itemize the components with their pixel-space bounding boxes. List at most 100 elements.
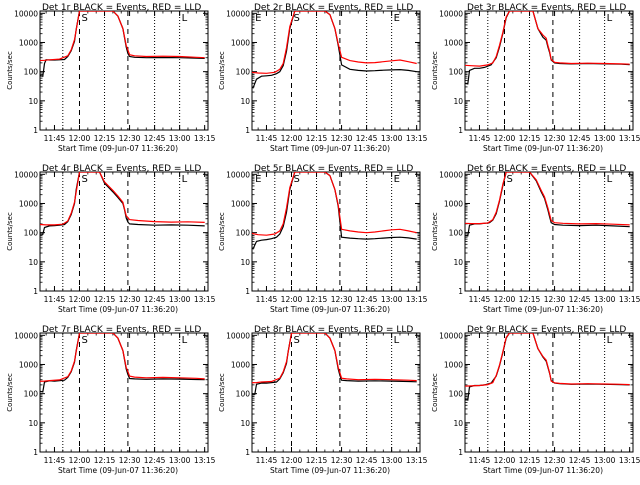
- x-tick-label: 12:45: [569, 456, 591, 465]
- y-tick-label: 1: [458, 287, 463, 296]
- y-tick-label: 10000: [226, 170, 250, 179]
- x-tick-label: 13:00: [169, 295, 191, 304]
- x-tick-label: 13:00: [381, 295, 403, 304]
- y-tick-label: 10: [28, 258, 38, 267]
- marker-letter: S: [293, 13, 299, 24]
- x-tick-label: 13:15: [619, 295, 640, 304]
- detector-chart-6: Det 6r BLACK = Events, RED = LLD Counts/s…: [431, 164, 640, 314]
- marker-letter: E: [394, 13, 400, 24]
- y-tick-label: 10000: [439, 331, 463, 340]
- marker-letter: L: [607, 13, 613, 24]
- y-tick-label: 10000: [14, 9, 38, 18]
- y-tick-label: 1000: [444, 360, 463, 369]
- x-tick-label: 12:30: [331, 456, 353, 465]
- detector-chart-7: Det 7r BLACK = Events, RED = LLD Counts/s…: [6, 325, 216, 475]
- x-axis-label: Start Time (09-Jun-07 11:36:20): [270, 305, 390, 314]
- x-tick-label: 13:15: [406, 295, 428, 304]
- x-tick-label: 13:00: [594, 456, 616, 465]
- x-tick-label: 12:45: [569, 295, 591, 304]
- x-tick-label: 12:30: [119, 134, 141, 143]
- x-tick-label: 11:45: [469, 295, 491, 304]
- x-tick-label: 13:15: [406, 456, 428, 465]
- series-line-events: [252, 172, 417, 250]
- y-tick-label: 1000: [19, 199, 38, 208]
- y-axis-label: Counts/sec: [431, 373, 439, 412]
- detector-chart-2: Det 2r BLACK = Events, RED = LLD Counts/s…: [218, 3, 428, 153]
- x-tick-label: 12:45: [356, 134, 378, 143]
- x-tick-label: 12:30: [331, 295, 353, 304]
- x-tick-label: 12:30: [544, 134, 566, 143]
- x-tick-label: 12:30: [119, 456, 141, 465]
- y-tick-label: 1000: [19, 38, 38, 47]
- x-tick-label: 12:00: [69, 134, 91, 143]
- x-tick-label: 12:15: [519, 295, 541, 304]
- detector-chart-3: Det 3r BLACK = Events, RED = LLD Counts/s…: [431, 3, 640, 153]
- marker-letter: L: [607, 335, 613, 346]
- marker-letter: S: [81, 13, 87, 24]
- x-tick-label: 12:00: [494, 456, 516, 465]
- x-tick-label: 12:45: [144, 134, 166, 143]
- y-tick-label: 10000: [226, 9, 250, 18]
- plot-frame: [464, 171, 634, 292]
- chart-title: Det 4r BLACK = Events, RED = LLD: [42, 164, 201, 174]
- x-tick-label: 12:45: [569, 134, 591, 143]
- series-line-events: [252, 333, 417, 395]
- x-tick-label: 12:00: [494, 134, 516, 143]
- y-axis-label: Counts/sec: [6, 373, 14, 412]
- plot-frame: [464, 332, 634, 453]
- y-axis-label: Counts/sec: [431, 212, 439, 251]
- series-line-lld: [252, 333, 417, 384]
- y-tick-label: 10: [28, 97, 38, 106]
- marker-letter: L: [182, 13, 188, 24]
- plot-frame: [39, 332, 209, 453]
- series-line-lld: [252, 172, 417, 236]
- x-tick-label: 12:15: [94, 134, 116, 143]
- marker-letter: S: [81, 174, 87, 185]
- y-tick-label: 10: [453, 419, 463, 428]
- marker-letter: E: [255, 174, 261, 185]
- y-tick-label: 10: [240, 97, 250, 106]
- y-tick-label: 100: [449, 68, 464, 77]
- y-tick-label: 1000: [19, 360, 38, 369]
- series-line-lld: [465, 333, 630, 387]
- y-tick-label: 1: [245, 287, 250, 296]
- x-tick-label: 11:45: [44, 295, 66, 304]
- x-tick-label: 12:00: [69, 456, 91, 465]
- x-tick-label: 13:15: [194, 456, 216, 465]
- y-tick-label: 1: [33, 126, 38, 135]
- x-tick-label: 13:15: [194, 134, 216, 143]
- x-tick-label: 12:30: [544, 295, 566, 304]
- y-tick-label: 10: [240, 258, 250, 267]
- x-tick-label: 12:45: [356, 456, 378, 465]
- x-tick-label: 11:45: [44, 134, 66, 143]
- x-axis-label: Start Time (09-Jun-07 11:36:20): [483, 305, 603, 314]
- marker-letter: S: [81, 335, 87, 346]
- x-tick-label: 12:15: [306, 456, 328, 465]
- x-tick-label: 11:45: [256, 456, 278, 465]
- marker-letter: E: [255, 13, 261, 24]
- x-tick-label: 11:45: [469, 134, 491, 143]
- y-tick-label: 1: [33, 448, 38, 457]
- x-tick-label: 12:45: [356, 295, 378, 304]
- chart-title: Det 1r BLACK = Events, RED = LLD: [42, 3, 201, 13]
- marker-letter: L: [182, 335, 188, 346]
- x-tick-label: 13:15: [619, 134, 640, 143]
- x-axis-label: Start Time (09-Jun-07 11:36:20): [483, 144, 603, 153]
- x-axis-label: Start Time (09-Jun-07 11:36:20): [58, 144, 178, 153]
- detector-chart-4: Det 4r BLACK = Events, RED = LLD Counts/s…: [6, 164, 216, 314]
- chart-title: Det 2r BLACK = Events, RED = LLD: [254, 3, 413, 13]
- y-tick-label: 10000: [226, 331, 250, 340]
- x-tick-label: 12:15: [519, 456, 541, 465]
- chart-title: Det 9r BLACK = Events, RED = LLD: [467, 325, 626, 335]
- x-tick-label: 12:45: [144, 456, 166, 465]
- x-tick-label: 12:00: [281, 295, 303, 304]
- y-tick-label: 100: [236, 390, 251, 399]
- y-tick-label: 100: [236, 229, 251, 238]
- series-line-events: [40, 172, 205, 235]
- x-tick-label: 12:15: [94, 295, 116, 304]
- y-tick-label: 1000: [444, 199, 463, 208]
- marker-letter: S: [293, 174, 299, 185]
- plot-frame: [39, 171, 209, 292]
- y-tick-label: 10000: [439, 170, 463, 179]
